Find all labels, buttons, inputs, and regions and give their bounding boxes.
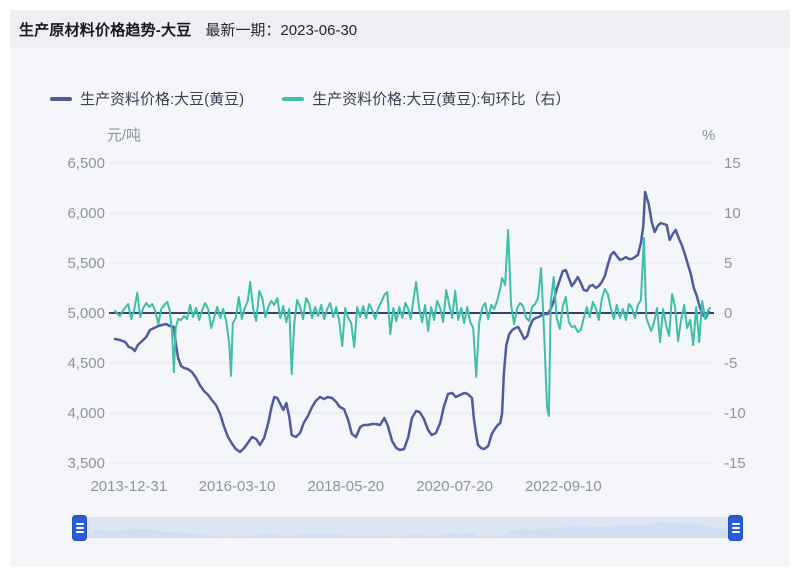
latest-period-date: 2023-06-30 <box>280 21 358 39</box>
x-axis-tick: 2022-09-10 <box>525 478 602 495</box>
right-axis-tick: 10 <box>724 205 741 222</box>
right-axis-tick: -10 <box>724 405 746 422</box>
right-axis-tick: 0 <box>724 305 732 322</box>
legend-item-price[interactable]: 生产资料价格:大豆(黄豆) <box>50 88 244 109</box>
right-axis-unit: % <box>702 127 715 144</box>
left-axis-tick: 6,500 <box>67 155 105 172</box>
left-axis-tick: 6,000 <box>67 205 105 222</box>
left-axis-unit: 元/吨 <box>107 127 141 144</box>
line-swatch-icon <box>50 96 72 101</box>
grip-lines-icon <box>731 523 740 525</box>
page-title: 生产原材料价格趋势-大豆 <box>19 21 192 39</box>
line-swatch-icon <box>282 96 305 101</box>
series-line-mom <box>114 229 711 417</box>
legend: 生产资料价格:大豆(黄豆) 生产资料价格:大豆(黄豆):旬环比（右） <box>50 88 571 109</box>
left-axis-tick: 3,500 <box>67 455 105 472</box>
grip-lines-icon <box>75 527 84 529</box>
latest-period: 最新一期：2023-06-30 <box>205 19 357 40</box>
left-axis-tick: 5,500 <box>67 255 105 272</box>
datazoom-left-handle[interactable] <box>72 515 87 541</box>
x-axis-tick: 2020-07-20 <box>416 478 493 495</box>
right-axis-tick: 5 <box>724 255 732 272</box>
chart-panel: 生产原材料价格趋势-大豆 最新一期：2023-06-30 6,500 15 6,00… <box>10 10 790 567</box>
datazoom-silhouette <box>87 520 728 538</box>
grip-lines-icon <box>731 531 740 533</box>
x-axis-tick: 2016-03-10 <box>199 478 276 495</box>
legend-item-mom[interactable]: 生产资料价格:大豆(黄豆):旬环比（右） <box>282 88 571 109</box>
left-axis-tick: 5,000 <box>67 305 105 322</box>
left-axis-tick: 4,000 <box>67 405 105 422</box>
datazoom-right-handle[interactable] <box>728 515 743 541</box>
x-axis-tick: 2018-05-20 <box>307 478 384 495</box>
legend-label: 生产资料价格:大豆(黄豆) <box>80 91 245 108</box>
right-axis-tick: -15 <box>724 455 746 472</box>
datazoom-track[interactable] <box>87 517 728 538</box>
grip-lines-icon <box>731 527 740 529</box>
grip-lines-icon <box>75 523 84 525</box>
right-axis-tick: -5 <box>724 355 737 372</box>
panel-header: 生产原材料价格趋势-大豆 最新一期：2023-06-30 <box>10 10 790 48</box>
grip-lines-icon <box>75 531 84 533</box>
right-axis-tick: 15 <box>724 155 741 172</box>
left-axis-tick: 4,500 <box>67 355 105 372</box>
series-line-price <box>113 190 711 454</box>
legend-label: 生产资料价格:大豆(黄豆):旬环比（右） <box>312 91 571 108</box>
x-axis-tick: 2013-12-31 <box>90 478 167 495</box>
latest-period-label: 最新一期： <box>205 21 281 39</box>
